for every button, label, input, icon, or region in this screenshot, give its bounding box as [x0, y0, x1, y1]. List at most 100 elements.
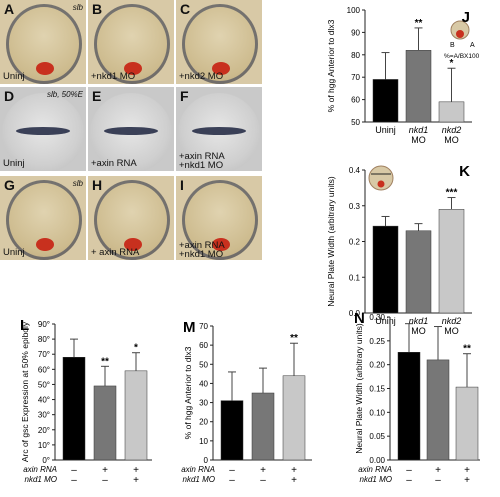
panel-letter: A [4, 1, 15, 17]
significance-marker: *** [446, 188, 458, 199]
embryo-image [2, 93, 84, 171]
panel-caption: +axin RNA +nkd1 MO [179, 240, 225, 260]
condition-mark: – [435, 475, 441, 486]
red-stain-spot [36, 62, 54, 75]
y-tick-label: 0.30 [369, 313, 385, 322]
condition-mark: + [102, 465, 108, 476]
y-tick-label: 30 [199, 399, 208, 408]
condition-mark: – [406, 465, 412, 476]
category-label: nkd1 [409, 316, 429, 326]
bar [405, 50, 432, 123]
condition-mark: – [71, 475, 77, 486]
panel-caption: +nkd2 MO [179, 71, 224, 82]
y-tick-label: 60 [199, 341, 208, 350]
condition-mark: + [464, 475, 470, 486]
bar [438, 209, 465, 314]
significance-marker: ** [415, 18, 423, 29]
bar [62, 356, 86, 461]
red-stain-spot [212, 238, 230, 251]
condition-mark: + [133, 465, 139, 476]
panel-letter: E [92, 88, 102, 104]
y-tick-label: 20° [38, 426, 50, 435]
category-label: MO [444, 326, 459, 336]
panel-caption: +axin RNA +nkd1 MO [179, 151, 225, 171]
panel-tag: slb, 50%E [46, 90, 83, 99]
panel-caption: + axin RNA [91, 247, 140, 258]
inset-red-spot [377, 180, 385, 188]
panel-letter: I [180, 177, 184, 193]
y-tick-label: 90 [351, 28, 360, 37]
y-tick-label: 40° [38, 396, 50, 405]
micrograph-panel-c: C +nkd2 MO [176, 0, 262, 84]
condition-mark: – [229, 465, 235, 476]
y-axis-label: % of hgg Anterior to dlx3 [326, 19, 336, 112]
y-axis-label: Neural Plate Width (arbitrary units) [326, 176, 336, 307]
y-tick-label: 0.0 [349, 309, 361, 318]
y-tick-label: 10 [199, 437, 208, 446]
chart-panel-letter: L [20, 317, 29, 334]
y-tick-label: 0 [204, 456, 209, 465]
category-label: nkd2 [442, 316, 462, 326]
red-stain-spot [124, 62, 142, 75]
embryo-image [6, 180, 82, 260]
bar [124, 370, 148, 461]
bar [372, 79, 399, 123]
y-axis-label: Neural Plate Width (arbitrary units) [354, 323, 364, 454]
condition-mark: – [229, 475, 235, 486]
panel-letter: H [92, 177, 103, 193]
significance-marker: * [450, 58, 454, 69]
category-label: Uninj [375, 316, 396, 326]
bar [282, 375, 306, 461]
embryo-image [6, 4, 82, 84]
inset-label: B [450, 42, 455, 49]
significance-marker: ** [463, 344, 471, 355]
chart-panel-letter: J [462, 9, 470, 26]
micrograph-panel-i: I +axin RNA +nkd1 MO [176, 176, 262, 260]
chart-panel-letter: K [459, 163, 470, 180]
condition-mark: + [435, 465, 441, 476]
significance-marker: ** [290, 333, 298, 344]
panel-caption: +nkd1 MO [91, 71, 136, 82]
condition-mark: + [260, 465, 266, 476]
red-stain-spot [36, 238, 54, 251]
inset-red-spot [456, 30, 464, 38]
bar [455, 386, 479, 461]
panel-caption: Uninj [3, 71, 25, 82]
embryo-image [94, 4, 170, 84]
panel-letter: F [180, 88, 189, 104]
micrograph-panel-f: F +axin RNA +nkd1 MO [176, 87, 262, 171]
panel-caption: Uninj [3, 247, 25, 258]
y-tick-label: 50° [38, 380, 50, 389]
bar [220, 400, 244, 461]
gsc-stain-band [16, 127, 70, 135]
y-tick-label: 0.25 [369, 337, 385, 346]
category-label: MO [411, 135, 426, 145]
condition-row-label: axin RNA [358, 465, 392, 474]
condition-mark: + [133, 475, 139, 486]
y-tick-label: 60° [38, 365, 50, 374]
bar [438, 101, 465, 123]
y-tick-label: 70 [351, 73, 360, 82]
y-axis-label: Arc of gsc Expression at 50% epiboly [20, 321, 30, 462]
bar [405, 230, 432, 314]
condition-mark: – [260, 475, 266, 486]
condition-mark: – [71, 465, 77, 476]
condition-row-label: axin RNA [181, 465, 215, 474]
chart-panel-letter: N [354, 310, 365, 327]
embryo-image [182, 4, 258, 84]
y-tick-label: 0.4 [349, 166, 361, 175]
y-tick-label: 60 [351, 96, 360, 105]
condition-row-label: axin RNA [23, 465, 57, 474]
bar [251, 392, 275, 461]
y-tick-label: 90° [38, 320, 50, 329]
y-tick-label: 0.05 [369, 432, 385, 441]
condition-mark: – [406, 475, 412, 486]
y-tick-label: 0.10 [369, 408, 385, 417]
panel-tag: slb [72, 179, 83, 188]
bar [372, 225, 399, 314]
bar [93, 385, 117, 461]
condition-mark: + [291, 465, 297, 476]
y-tick-label: 40 [199, 379, 208, 388]
